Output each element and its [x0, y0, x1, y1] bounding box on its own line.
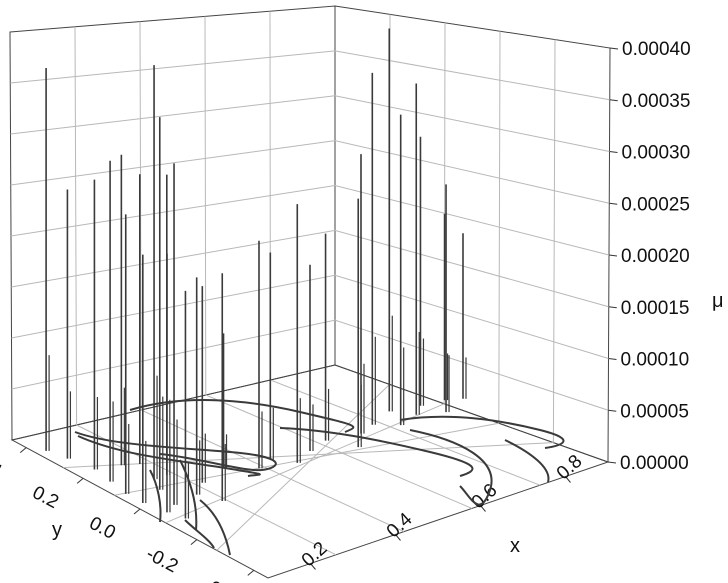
floor-curve [179, 459, 198, 531]
floor-curve [184, 519, 215, 549]
x-tick-mark [480, 505, 486, 512]
spikes [45, 28, 467, 519]
z-tick-mark [608, 409, 617, 412]
floor-curve [504, 439, 550, 483]
z-tick-mark [609, 151, 618, 153]
y-tick-label: -0.4 [199, 574, 238, 583]
floor-grid-line [270, 379, 541, 486]
floor-grid-line [63, 442, 554, 469]
y-axis-ticks: 0.4 0.2 0.0 -0.2 -0.4 [0, 447, 255, 583]
back-wall-right [334, 5, 611, 463]
back-wall-left [9, 5, 336, 441]
z-grid-line [11, 274, 609, 359]
floor-curves [74, 399, 565, 556]
z-grid-line [10, 184, 610, 256]
x-tick-mark [395, 534, 401, 541]
z-tick-label: 0.00020 [621, 246, 690, 267]
y-tick-mark [247, 569, 255, 576]
z-tick-mark [608, 306, 617, 309]
z-tick-label: 0.00035 [622, 91, 691, 112]
x-tick-mark [565, 476, 571, 483]
z-axis-ticks: 0.00000 0.00005 0.00010 0.00015 0.00020 0.000… [607, 39, 691, 474]
z-tick-label: 0.00040 [622, 39, 691, 60]
y-tick-mark [190, 539, 198, 546]
floor-curve [149, 469, 162, 523]
z-grid-line [10, 140, 610, 204]
y-tick-mark [133, 508, 141, 515]
y-axis-label: y [52, 519, 62, 541]
floor-grid-line [205, 394, 473, 509]
floor-curve [279, 427, 474, 477]
floor-curve [199, 499, 231, 556]
z-tick-mark [609, 47, 619, 50]
z-tick-label: 0.00015 [621, 298, 690, 319]
z-axis-label: μ [712, 290, 724, 312]
z-grid-line [10, 95, 610, 152]
z-tick-mark [607, 461, 617, 464]
floor-curve [74, 431, 277, 472]
y-tick-label: 0.4 [0, 452, 5, 483]
floor-grid-line [165, 403, 445, 524]
left-wall-grid-line [204, 16, 207, 396]
z-grid-line [11, 319, 609, 411]
z-grid-line [11, 229, 609, 308]
z-grid-line [10, 50, 610, 101]
x-tick-mark [310, 563, 316, 570]
y-tick-mark [76, 477, 84, 484]
z-tick-mark [608, 358, 617, 360]
y-tick-mark [19, 447, 27, 454]
floor-curve [409, 429, 493, 506]
z-tick-label: 0.00025 [621, 194, 690, 215]
z-tick-label: 0.00000 [620, 453, 689, 474]
y-tick-label: -0.2 [143, 544, 182, 578]
x-axis-label: x [510, 535, 520, 557]
z-tick-label: 0.00030 [622, 143, 691, 164]
y-tick-label: 0.2 [29, 482, 62, 513]
left-wall-grid-line [74, 26, 78, 426]
z-tick-label: 0.00010 [621, 350, 690, 371]
floor-curve [399, 415, 565, 449]
z-tick-mark [608, 254, 618, 257]
z-tick-mark [609, 202, 618, 205]
y-tick-label: 0.0 [86, 513, 119, 544]
floor-grid-line [76, 424, 337, 556]
z-tick-label: 0.00005 [620, 401, 689, 422]
right-wall-grid-line [498, 31, 501, 424]
z-tick-mark [609, 99, 618, 102]
right-wall-grid-line [552, 39, 556, 443]
